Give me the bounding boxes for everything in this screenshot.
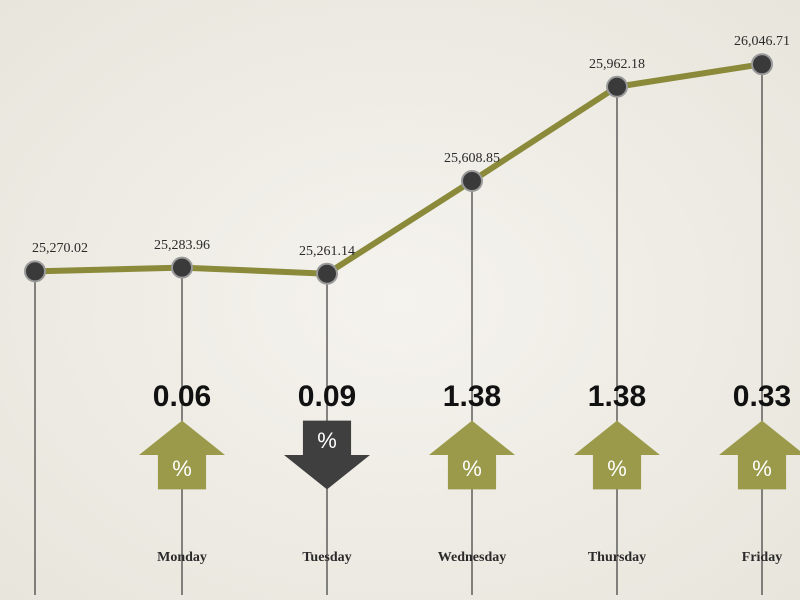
arrow-down-icon: % xyxy=(284,420,370,490)
value-label: 25,261.14 xyxy=(299,244,355,260)
pct-change-label: 0.09 xyxy=(298,380,356,414)
value-label: 25,270.02 xyxy=(32,241,88,257)
day-label: Wednesday xyxy=(438,550,506,566)
arrow-up-icon: % xyxy=(719,420,800,490)
arrow-up-icon: % xyxy=(139,420,225,490)
value-label: 25,608.85 xyxy=(444,151,500,167)
value-label: 26,046.71 xyxy=(734,34,790,50)
line-series xyxy=(35,64,762,273)
data-marker xyxy=(317,264,337,284)
data-marker xyxy=(752,54,772,74)
data-marker xyxy=(172,258,192,278)
value-label: 25,283.96 xyxy=(154,238,210,254)
pct-change-label: 1.38 xyxy=(443,380,501,414)
arrow-up-icon: % xyxy=(429,420,515,490)
arrow-up-icon: % xyxy=(574,420,660,490)
pct-change-label: 1.38 xyxy=(588,380,646,414)
data-marker xyxy=(462,171,482,191)
chart-svg xyxy=(0,0,800,600)
day-label: Thursday xyxy=(588,550,646,566)
data-marker xyxy=(607,77,627,97)
value-label: 25,962.18 xyxy=(589,57,645,73)
data-marker xyxy=(25,261,45,281)
pct-change-label: 0.06 xyxy=(153,380,211,414)
day-label: Tuesday xyxy=(302,550,351,566)
pct-change-label: 0.33 xyxy=(733,380,791,414)
weekly-index-chart: 25,270.02 25,283.96 25,261.14 25,608.85 25,9… xyxy=(0,0,800,600)
day-label: Friday xyxy=(742,550,782,566)
day-label: Monday xyxy=(157,550,207,566)
